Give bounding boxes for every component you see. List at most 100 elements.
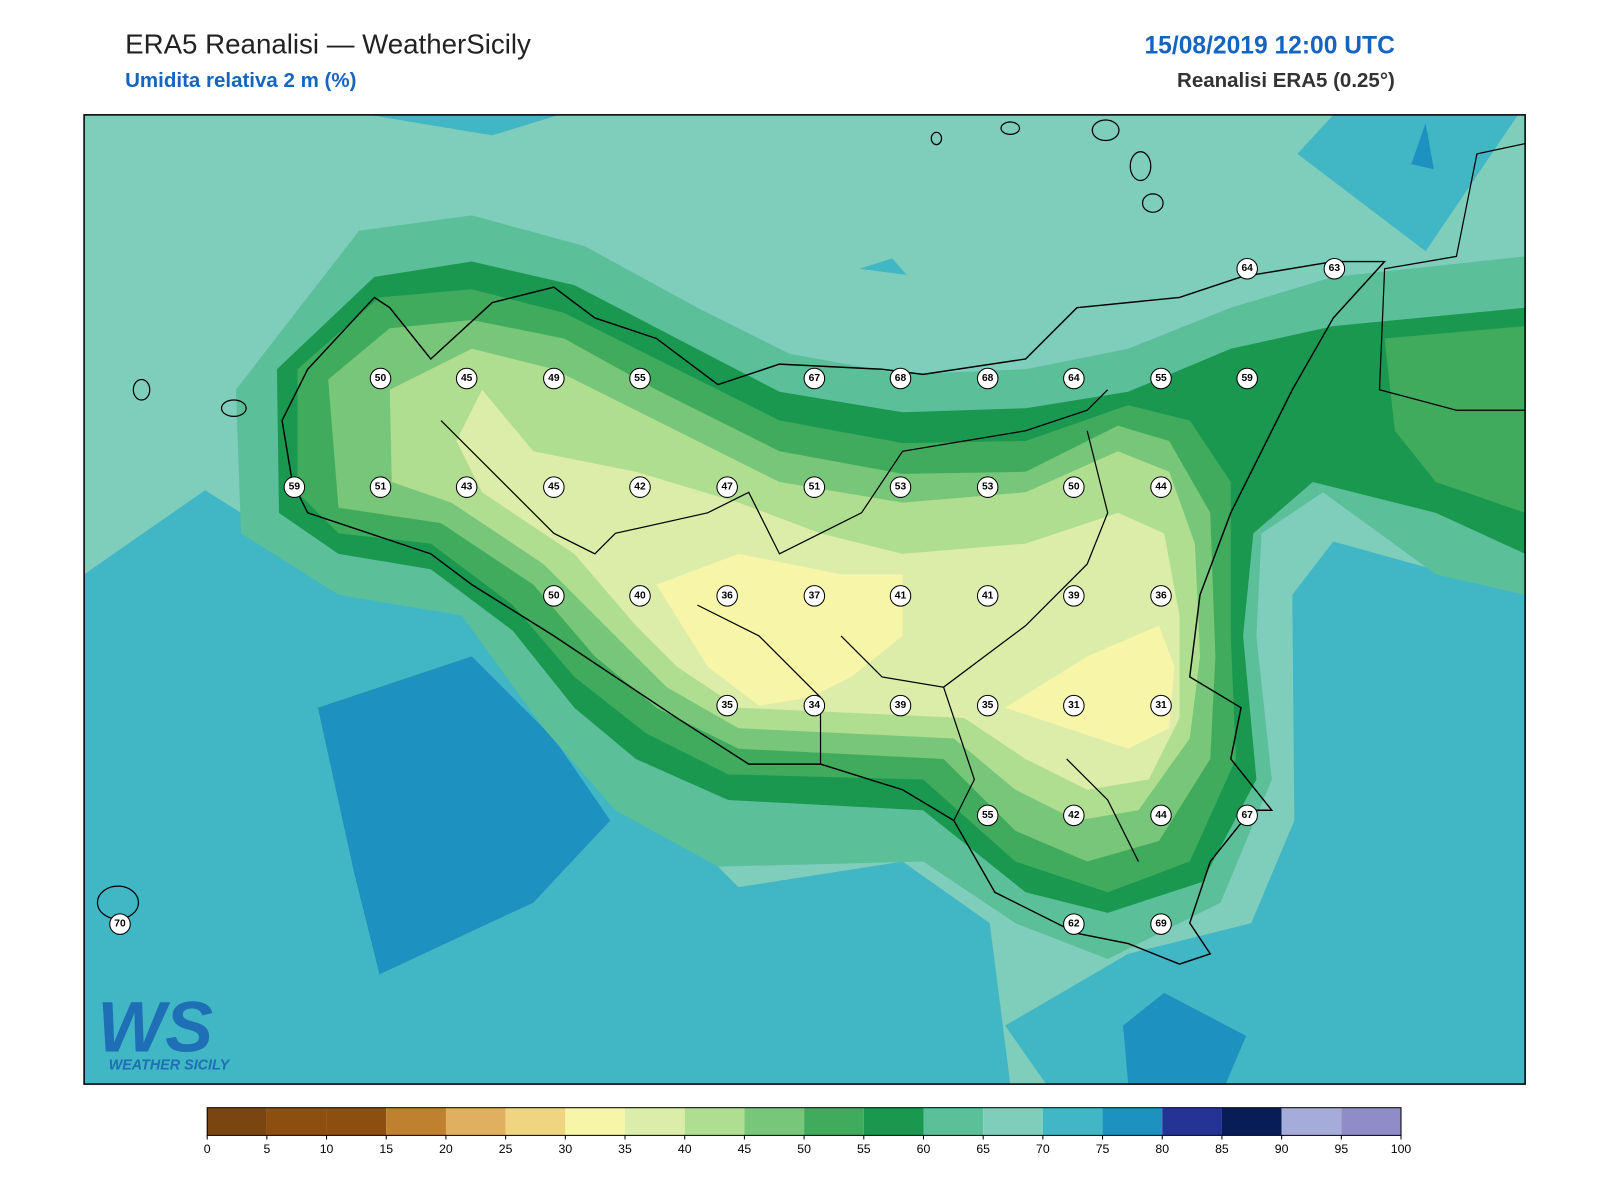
station-marker — [1063, 367, 1085, 390]
station-value: 43 — [461, 482, 473, 493]
station-marker — [543, 585, 565, 607]
station-value: 63 — [1329, 263, 1341, 274]
station-marker — [716, 476, 738, 498]
station-value: 36 — [1155, 590, 1167, 601]
colorbar-tick-label: 55 — [857, 1142, 871, 1156]
station-marker — [543, 367, 565, 390]
station-value: 34 — [809, 700, 821, 711]
colorbar-tick-label: 15 — [379, 1142, 393, 1156]
station-value: 51 — [375, 482, 387, 493]
station-value: 53 — [895, 482, 907, 493]
station-value: 50 — [375, 373, 387, 384]
colorbar-bin — [445, 1107, 506, 1136]
station-value: 59 — [289, 482, 301, 493]
station-marker — [1150, 804, 1172, 827]
station-value: 35 — [982, 700, 994, 711]
station-marker — [803, 367, 826, 390]
colorbar-bin — [207, 1107, 267, 1136]
station-marker — [1063, 585, 1085, 607]
station-marker — [803, 694, 826, 717]
colorbar-tick-label: 25 — [499, 1142, 513, 1156]
station-value: 36 — [721, 590, 733, 601]
logo-mark: WS — [97, 987, 213, 1067]
station-marker — [283, 476, 306, 498]
station-marker — [803, 476, 826, 498]
colorbar-bin — [326, 1107, 387, 1136]
station-marker — [1150, 585, 1172, 607]
station-marker — [716, 585, 738, 607]
station-value: 51 — [809, 482, 821, 493]
station-marker — [1063, 913, 1085, 935]
colorbar-bin — [983, 1107, 1043, 1136]
station-marker — [1063, 804, 1085, 827]
colorbar-bin — [863, 1107, 924, 1136]
colorbar-bin — [1162, 1107, 1222, 1136]
colorbar-tick-label: 35 — [618, 1142, 632, 1156]
station-marker — [889, 694, 912, 717]
colorbar-bin — [684, 1107, 745, 1136]
colorbar: 0 5 10 15 20 25 30 35 40 45 50 55 60 65 70 75 80 85 90 95 10… — [204, 1107, 1412, 1156]
station-marker — [1150, 367, 1172, 390]
colorbar-tick-label: 50 — [797, 1142, 811, 1156]
colorbar-bin — [505, 1107, 566, 1136]
colorbar-tick-label: 40 — [678, 1142, 692, 1156]
colorbar-tick-label: 100 — [1391, 1142, 1412, 1156]
subtitle: Umidita relativa 2 m (%) — [125, 69, 356, 92]
station-marker — [1150, 913, 1172, 935]
stations: 64 63 50 45 49 55 67 68 68 64 55 59 59 51 43 45 42 47 51 53… — [109, 257, 1346, 935]
station-marker — [369, 476, 392, 498]
station-value: 39 — [895, 700, 907, 711]
station-marker — [1063, 694, 1085, 717]
station-value: 68 — [982, 373, 994, 384]
station-value: 31 — [1155, 700, 1167, 711]
station-marker — [889, 367, 912, 390]
colorbar-tick-label: 10 — [320, 1142, 334, 1156]
colorbar-bin — [923, 1107, 984, 1136]
station-marker — [1236, 367, 1258, 390]
colorbar-bin — [744, 1107, 805, 1136]
colorbar-tick-label: 95 — [1334, 1142, 1348, 1156]
station-marker — [629, 476, 651, 498]
colorbar-bin — [1281, 1107, 1342, 1136]
station-marker — [976, 585, 999, 607]
station-marker — [1150, 476, 1172, 498]
source: Reanalisi ERA5 (0.25°) — [1177, 69, 1395, 92]
station-marker — [455, 367, 478, 390]
colorbar-bin — [804, 1107, 864, 1136]
colorbar-bin — [266, 1107, 327, 1136]
colorbar-tick-label: 30 — [558, 1142, 572, 1156]
station-marker — [889, 585, 912, 607]
station-value: 70 — [114, 919, 126, 930]
station-marker — [1150, 694, 1172, 717]
colorbar-bin — [386, 1107, 446, 1136]
colorbar-tick-label: 0 — [204, 1142, 211, 1156]
colorbar-tick-label: 65 — [976, 1142, 990, 1156]
colorbar-tick-label: 45 — [738, 1142, 752, 1156]
station-value: 68 — [895, 373, 907, 384]
colorbar-tick-label: 60 — [917, 1142, 931, 1156]
colorbar-bin — [565, 1107, 626, 1136]
station-value: 69 — [1155, 919, 1167, 930]
colorbar-bin — [1341, 1107, 1402, 1136]
colorbar-tick-label: 80 — [1155, 1142, 1169, 1156]
station-marker — [369, 367, 392, 390]
station-value: 64 — [1241, 263, 1253, 274]
logo: WS WEATHER SICILY — [97, 987, 230, 1073]
station-marker — [455, 476, 478, 498]
station-value: 55 — [982, 810, 994, 821]
station-value: 55 — [1155, 373, 1167, 384]
station-marker — [1236, 257, 1258, 280]
station-value: 44 — [1155, 810, 1167, 821]
colorbar-tick-label: 75 — [1096, 1142, 1110, 1156]
station-value: 55 — [634, 373, 646, 384]
station-marker — [629, 367, 651, 390]
station-value: 42 — [1068, 810, 1080, 821]
station-marker — [716, 694, 738, 717]
station-marker — [1236, 804, 1258, 827]
station-value: 42 — [634, 482, 646, 493]
station-marker — [629, 585, 651, 607]
station-marker — [976, 476, 999, 498]
station-value: 50 — [1068, 482, 1080, 493]
